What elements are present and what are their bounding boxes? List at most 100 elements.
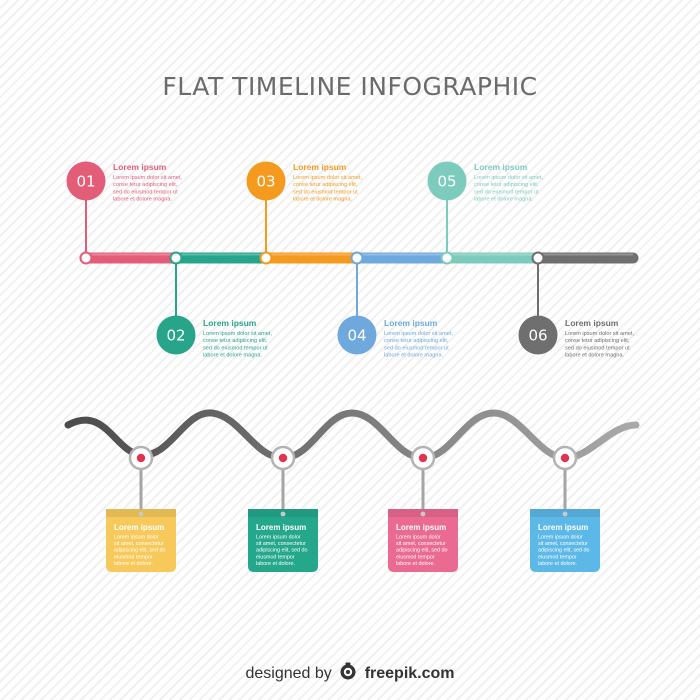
milestone-body-line: labore et dolore magna.	[565, 353, 625, 359]
freepik-logo-icon	[339, 662, 357, 685]
milestone-title: Lorem ipsum	[203, 318, 257, 328]
milestone-body-line: conse tetur adipiscing elit,	[565, 338, 630, 344]
card-pin	[562, 511, 568, 517]
card-body-line: sit amet, consectetur	[256, 541, 306, 547]
milestone-circle	[66, 161, 106, 201]
milestone-circle	[427, 161, 467, 201]
milestone-body-line: labore et dolore magna.	[113, 197, 173, 203]
card-body	[530, 509, 600, 572]
milestone-title: Lorem ipsum	[474, 162, 528, 172]
card-body-line: adipiscing elit, sed do	[538, 548, 590, 554]
milestone-04: 04 Lorem ipsum Lorem ipsum dolor sit amet,…	[337, 251, 453, 359]
timeline-node	[531, 251, 545, 265]
card-body-line: eiusmod tempor	[114, 554, 153, 560]
milestone-body-line: conse tetur adipiscing elit,	[293, 182, 358, 188]
timeline-segment-2	[176, 252, 266, 264]
milestone-number: 06	[528, 327, 547, 345]
milestone-body-line: sed do eiusmod tempor ut	[293, 189, 358, 195]
card-title: Lorem ipsum	[114, 523, 164, 532]
card-body-line: sit amet, consectetur	[114, 541, 164, 547]
wave-timeline	[64, 409, 640, 462]
milestone-body-line: Lorem ipsum dolor sit amet,	[474, 175, 543, 181]
card-body-line: labore et dolore.	[256, 561, 295, 567]
milestone-body-line: Lorem ipsum dolor sit amet,	[203, 331, 272, 337]
milestone-body-line: conse tetur adipiscing elit,	[474, 182, 539, 188]
pin-dot	[278, 453, 288, 463]
card-body	[248, 509, 318, 572]
milestone-body-line: conse tetur adipiscing elit,	[203, 338, 268, 344]
milestone-body-line: sed do eiusmod tempor ut	[565, 345, 630, 351]
milestone-body-line: Lorem ipsum dolor sit amet,	[293, 175, 362, 181]
milestone-circle	[246, 161, 286, 201]
card-body-line: Lorem ipsum dolor	[396, 535, 441, 541]
milestone-title: Lorem ipsum	[113, 162, 167, 172]
timeline-segment-3	[266, 252, 357, 264]
timeline-node	[440, 251, 454, 265]
milestone-title: Lorem ipsum	[565, 318, 619, 328]
milestone-number: 05	[437, 173, 456, 191]
milestone-body-line: sed do eiusmod tempor ut	[203, 345, 268, 351]
milestone-group: 01 Lorem ipsum Lorem ipsum dolor sit amet,…	[66, 161, 634, 359]
pin-dot	[560, 453, 570, 463]
timeline-segment-6	[538, 252, 633, 264]
milestone-circle	[518, 315, 558, 355]
card-title: Lorem ipsum	[256, 523, 306, 532]
card-body	[388, 509, 458, 572]
timeline-node	[350, 251, 364, 265]
milestone-05: 05 Lorem ipsum Lorem ipsum dolor sit amet,…	[427, 161, 543, 265]
card-body-line: adipiscing elit, sed do	[256, 548, 308, 554]
timeline-node	[79, 251, 93, 265]
card-body-line: adipiscing elit, sed do	[114, 548, 166, 554]
milestone-body-line: conse tetur adipiscing elit,	[113, 182, 178, 188]
card-body-line: Lorem ipsum dolor	[538, 535, 583, 541]
milestone-body-line: Lorem ipsum dolor sit amet,	[113, 175, 182, 181]
card-body-line: Lorem ipsum dolor	[114, 535, 159, 541]
milestone-body-line: Lorem ipsum dolor sit amet,	[384, 331, 453, 337]
pin-dot	[136, 453, 146, 463]
milestone-circle	[156, 315, 196, 355]
milestone-title: Lorem ipsum	[384, 318, 438, 328]
milestone-body-line: labore et dolore magna.	[203, 353, 263, 359]
card-body-line: eiusmod tempor	[396, 554, 435, 560]
milestone-circle	[337, 315, 377, 355]
milestone-body-line: conse tetur adipiscing elit,	[384, 338, 449, 344]
card-body-line: sit amet, consectetur	[538, 541, 588, 547]
milestone-body-line: labore et dolore magna.	[384, 353, 444, 359]
infographic-title: FLAT TIMELINE INFOGRAPHIC	[162, 72, 538, 101]
card-title: Lorem ipsum	[538, 523, 588, 532]
card-body-line: sit amet, consectetur	[396, 541, 446, 547]
card-pin	[280, 511, 286, 517]
timeline-segment-1	[85, 252, 176, 264]
card-body-line: adipiscing elit, sed do	[396, 548, 448, 554]
card-pin	[420, 511, 426, 517]
footer-brand: freepik.com	[364, 665, 455, 682]
milestone-body-line: sed do eiusmod tempor ut	[384, 345, 449, 351]
timeline-node	[259, 251, 273, 265]
timeline-segment-4	[357, 252, 447, 264]
milestone-number: 04	[347, 327, 366, 345]
card-pin	[138, 511, 144, 517]
milestone-03: 03 Lorem ipsum Lorem ipsum dolor sit amet,…	[246, 161, 362, 265]
milestone-number: 01	[76, 173, 95, 191]
milestone-body-line: Lorem ipsum dolor sit amet,	[565, 331, 634, 337]
milestone-number: 02	[166, 327, 185, 345]
milestone-06: 06 Lorem ipsum Lorem ipsum dolor sit amet,…	[518, 251, 634, 359]
milestone-01: 01 Lorem ipsum Lorem ipsum dolor sit amet,…	[66, 161, 182, 265]
card-body-line: eiusmod tempor	[256, 554, 295, 560]
card-body-line: labore et dolore.	[114, 561, 153, 567]
card-title: Lorem ipsum	[396, 523, 446, 532]
milestone-number: 03	[256, 173, 275, 191]
timeline-node	[169, 251, 183, 265]
milestone-body-line: labore et dolore magna.	[293, 197, 353, 203]
footer-credit[interactable]: designed by freepik.com	[0, 662, 700, 685]
card-body	[106, 509, 176, 572]
milestone-body-line: sed do eiusmod tempor ut	[474, 189, 539, 195]
card-body-line: Lorem ipsum dolor	[256, 535, 301, 541]
milestone-body-line: labore et dolore magna.	[474, 197, 534, 203]
